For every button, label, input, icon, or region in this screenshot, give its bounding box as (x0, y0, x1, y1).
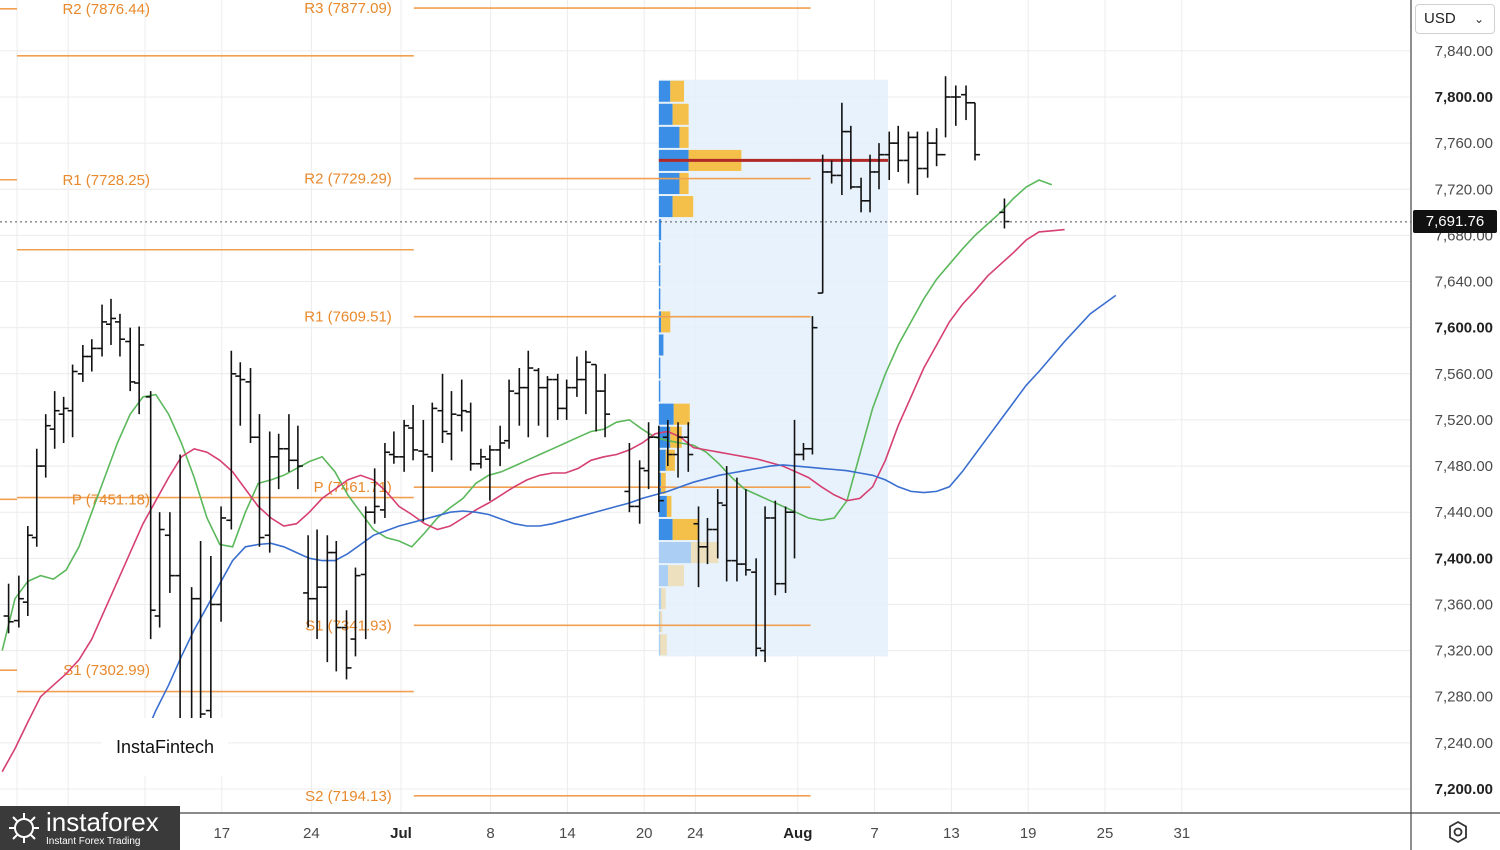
volume-profile-bar-blue (658, 196, 673, 218)
x-tick-label: 19 (1020, 825, 1037, 842)
y-tick-label: 7,360.00 (1435, 596, 1493, 613)
y-tick-label: 7,840.00 (1435, 43, 1493, 60)
y-tick-label: 7,720.00 (1435, 181, 1493, 198)
volume-profile-bar-blue (658, 472, 662, 494)
volume-profile-bar-yellow (659, 634, 667, 656)
current-price-label: 7,691.76 (1413, 210, 1497, 233)
volume-profile-bar-yellow (661, 311, 671, 333)
settings-icon[interactable] (1446, 820, 1470, 844)
chevron-down-icon: ⌄ (1473, 12, 1484, 26)
volume-profile-bar-blue (658, 219, 662, 241)
volume-profile-bar-blue (658, 565, 669, 587)
volume-profile-bar-blue (658, 334, 664, 356)
volume-profile-bar-blue (658, 357, 661, 379)
pivot-label: S1 (7302.99) (63, 662, 150, 679)
pivot-label: P (7451.18) (72, 491, 150, 508)
pivot-label: R1 (7728.25) (62, 172, 150, 189)
volume-profile-bar-yellow (672, 196, 694, 218)
volume-profile-bar-blue (658, 311, 662, 333)
x-tick-label: 7 (870, 825, 878, 842)
y-tick-label: 7,280.00 (1435, 689, 1493, 706)
x-tick-label: 14 (559, 825, 576, 842)
y-tick-label: 7,600.00 (1435, 320, 1493, 337)
y-tick-label: 7,480.00 (1435, 458, 1493, 475)
watermark-box: InstaFintech (102, 718, 228, 776)
volume-profile-bar-blue (658, 172, 680, 195)
currency-label: USD (1424, 10, 1456, 27)
y-tick-label: 7,640.00 (1435, 274, 1493, 291)
x-tick-label: 31 (1173, 825, 1190, 842)
volume-profile-bar-yellow (679, 172, 689, 195)
currency-selector[interactable]: USD ⌄ (1415, 4, 1495, 34)
x-tick-label: 24 (303, 825, 320, 842)
volume-profile-bar-blue (658, 588, 662, 610)
y-tick-label: 7,400.00 (1435, 550, 1493, 567)
x-tick-label: Aug (783, 825, 812, 842)
y-tick-label: 7,800.00 (1435, 89, 1493, 106)
volume-profile-bar-blue (658, 403, 674, 425)
pivot-label: R2 (7876.44) (62, 1, 150, 18)
moving-average-line (1, 228, 1065, 773)
pivot-label: R2 (7729.29) (304, 171, 392, 188)
volume-profile-bar-yellow (665, 449, 675, 471)
x-tick-label: Jul (390, 825, 412, 842)
volume-profile-bar-blue (658, 449, 666, 471)
volume-profile-bar-blue (658, 265, 661, 287)
volume-profile-bar-yellow (661, 588, 666, 610)
x-tick-label: 17 (213, 825, 230, 842)
volume-profile-bar-blue (658, 380, 661, 402)
pivot-label: R1 (7609.51) (304, 309, 392, 326)
y-tick-label: 7,200.00 (1435, 781, 1493, 798)
volume-profile-bar-yellow (690, 542, 719, 564)
x-tick-label: 25 (1097, 825, 1114, 842)
volume-profile-bar-blue (658, 288, 661, 310)
moving-average-line (1, 179, 1053, 651)
volume-profile-bar-blue (658, 80, 671, 102)
volume-profile-bar-yellow (672, 103, 689, 125)
volume-profile-bar-blue (658, 634, 661, 656)
volume-profile-bar-yellow (670, 426, 682, 448)
volume-profile-bar-yellow (666, 495, 672, 517)
volume-profile-bar-blue (658, 518, 673, 541)
pivot-label: P (7461.71) (314, 479, 392, 496)
y-tick-label: 7,560.00 (1435, 366, 1493, 383)
volume-profile-bar-yellow (668, 565, 685, 587)
x-tick-label: 13 (943, 825, 960, 842)
logo-name: instaforex (46, 807, 159, 837)
instaforex-logo: instaforex Instant Forex Trading (0, 806, 180, 850)
pivot-label: R3 (7877.09) (304, 0, 392, 17)
pivot-label: S2 (7194.13) (305, 788, 392, 805)
y-tick-label: 7,320.00 (1435, 643, 1493, 660)
volume-profile-bar-yellow (661, 472, 666, 494)
volume-profile-bar-blue (658, 495, 667, 517)
moving-average-line (148, 294, 1117, 726)
volume-profile-bar-blue (658, 542, 691, 564)
pivot-label: S1 (7341.93) (305, 617, 392, 634)
y-tick-label: 7,240.00 (1435, 735, 1493, 752)
volume-profile-bar-blue (658, 103, 673, 125)
volume-profile-bar-yellow (679, 126, 689, 148)
y-tick-label: 7,440.00 (1435, 504, 1493, 521)
y-tick-label: 7,760.00 (1435, 135, 1493, 152)
x-tick-label: 8 (486, 825, 494, 842)
volume-profile-bar-yellow (672, 518, 698, 541)
instaforex-logo-icon (9, 813, 39, 843)
y-tick-label: 7,520.00 (1435, 412, 1493, 429)
volume-profile-bar-yellow (659, 611, 663, 633)
volume-profile-bar-yellow (670, 80, 685, 102)
volume-profile-region (658, 79, 888, 657)
x-tick-label: 24 (687, 825, 704, 842)
watermark-text: InstaFintech (115, 736, 215, 757)
logo-tagline: Instant Forex Trading (46, 836, 141, 847)
x-tick-label: 20 (636, 825, 653, 842)
volume-profile-bar-blue (658, 242, 661, 264)
volume-profile-bar-yellow (673, 403, 690, 425)
volume-profile-bar-blue (658, 126, 680, 148)
volume-profile-bar-blue (658, 611, 661, 633)
